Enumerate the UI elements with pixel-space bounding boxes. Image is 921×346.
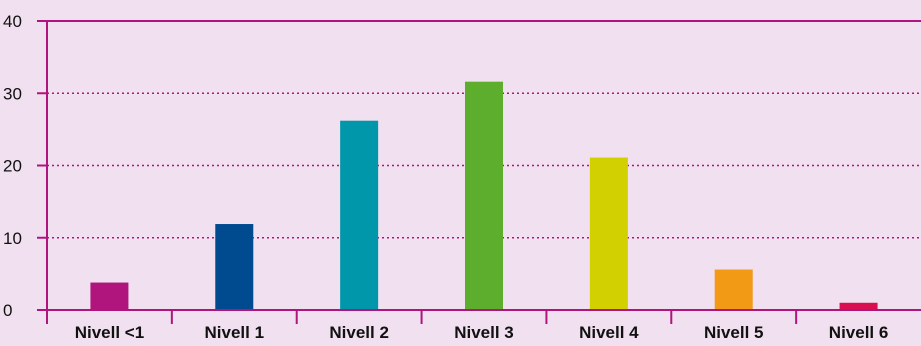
y-tick-label-0: 0	[3, 301, 12, 320]
bar-4	[465, 81, 503, 310]
bar-2	[215, 224, 254, 310]
bar-1	[90, 282, 129, 310]
y-tick-label-30: 30	[3, 84, 22, 103]
bar-3	[340, 120, 379, 310]
x-tick-label-6: Nivell 5	[704, 323, 764, 342]
x-tick-label-5: Nivell 4	[579, 323, 639, 342]
bar-5	[589, 157, 628, 310]
gridlines	[47, 92, 921, 239]
axes	[37, 20, 921, 324]
x-tick-label-3: Nivell 2	[329, 323, 389, 342]
y-tick-label-20: 20	[3, 157, 22, 176]
bar-7	[839, 302, 878, 310]
y-tick-label-10: 10	[3, 229, 22, 248]
x-tick-label-1: Nivell <1	[75, 323, 144, 342]
x-tick-label-7: Nivell 6	[829, 323, 889, 342]
bar-6	[714, 269, 753, 310]
x-tick-label-4: Nivell 3	[454, 323, 514, 342]
y-axis-ticks: 0 10 20 30 40	[3, 12, 47, 320]
x-axis-ticks: Nivell <1 Nivell 1 Nivell 2 Nivell 3 Nivell …	[75, 310, 889, 342]
y-tick-label-40: 40	[3, 12, 22, 31]
x-tick-label-2: Nivell 1	[205, 323, 265, 342]
bars	[90, 81, 878, 310]
